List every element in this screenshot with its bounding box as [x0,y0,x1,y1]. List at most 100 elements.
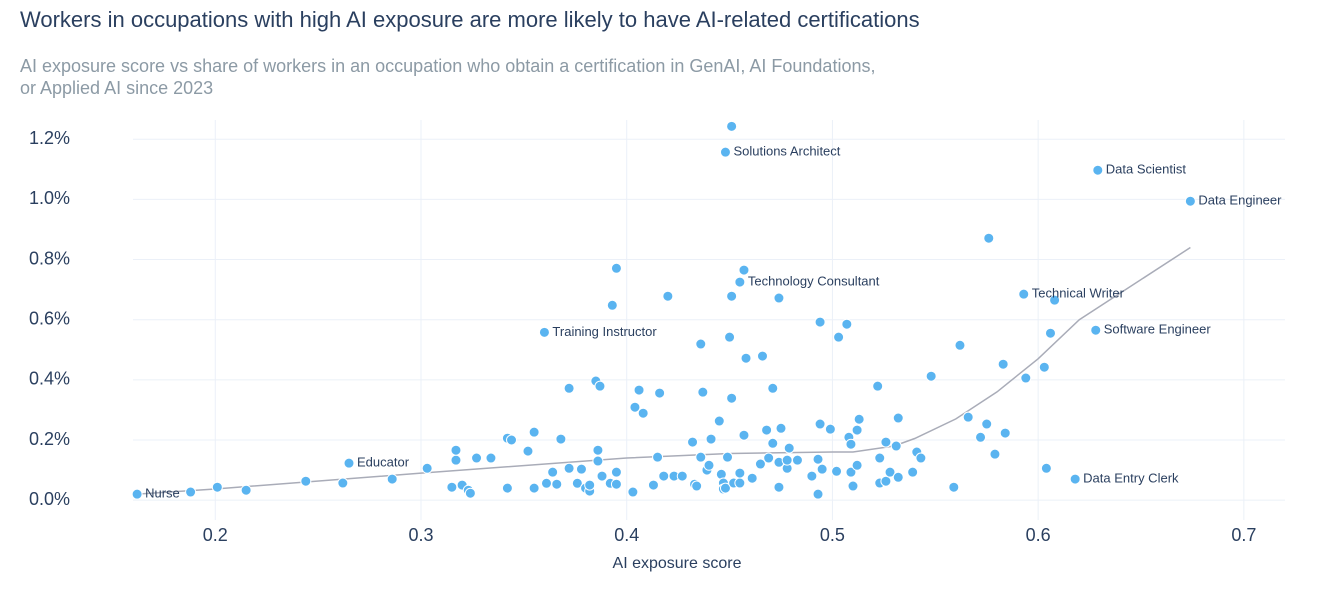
data-point [734,276,746,288]
data-point [713,415,725,427]
data-point [421,462,433,474]
data-point [185,486,197,498]
data-point [740,352,752,364]
data-point [756,350,768,362]
data-point [1018,288,1030,300]
x-axis-title: AI exposure score [613,555,742,572]
y-tick-label: 0.0% [29,489,70,509]
y-tick-label: 1.0% [29,188,70,208]
data-point [775,422,787,434]
point-label: Training Instructor [552,324,657,339]
data-point [845,438,857,450]
data-point [1044,327,1056,339]
data-point [658,470,670,482]
data-point [592,455,604,467]
data-point [540,477,552,489]
data-point [746,472,758,484]
data-point [719,482,731,494]
data-point [954,339,966,351]
data-point [989,448,1001,460]
data-point [555,433,567,445]
data-point [337,477,349,489]
data-point [575,463,587,475]
data-point [880,475,892,487]
data-point [522,445,534,457]
y-tick-label: 0.2% [29,429,70,449]
data-point [471,452,483,464]
data-point [637,407,649,419]
data-point [596,470,608,482]
x-tick-label: 0.4 [614,525,639,545]
data-point [211,481,223,493]
y-tick-label: 0.4% [29,369,70,389]
data-point [845,466,857,478]
data-point [594,380,606,392]
data-point [983,232,995,244]
data-point [240,484,252,496]
data-point [1020,372,1032,384]
data-point [703,459,715,471]
data-point [610,478,622,490]
point-label: Data Engineer [1198,193,1282,208]
data-point [915,452,927,464]
trend-line [137,246,1191,495]
data-point [761,424,773,436]
data-point [627,486,639,498]
data-point [767,382,779,394]
data-point [892,471,904,483]
data-point [386,473,398,485]
data-point [874,452,886,464]
data-point [851,459,863,471]
data-point [833,331,845,343]
chart-subtitle: AI exposure score vs share of workers in… [20,56,875,76]
data-point [343,457,355,469]
data-point [446,481,458,493]
data-point [763,452,775,464]
data-point [726,120,738,132]
data-point [464,487,476,499]
point-label: Data Scientist [1106,162,1187,177]
data-point [981,418,993,430]
point-label: Data Entry Clerk [1083,471,1179,486]
data-point [131,488,143,500]
data-point [592,444,604,456]
data-point [584,479,596,491]
data-point [816,463,828,475]
data-point [695,451,707,463]
data-point [738,264,750,276]
x-tick-label: 0.6 [1026,525,1051,545]
point-label: Solutions Architect [733,144,840,159]
data-point [528,482,540,494]
data-point [962,411,974,423]
data-point [880,436,892,448]
data-point [773,292,785,304]
data-point [767,437,779,449]
data-point [1049,294,1061,306]
data-point [1069,473,1081,485]
data-point [841,318,853,330]
data-point [633,384,645,396]
data-point [812,488,824,500]
data-point [719,146,731,158]
data-point [654,387,666,399]
data-point [450,444,462,456]
data-point [726,290,738,302]
chart-subtitle: or Applied AI since 2023 [20,78,213,98]
data-point [814,418,826,430]
data-point [662,290,674,302]
data-point [563,462,575,474]
data-point [551,478,563,490]
data-point [738,429,750,441]
data-point [773,481,785,493]
data-point [610,262,622,274]
data-point [890,440,902,452]
data-point [812,453,824,465]
data-point [734,467,746,479]
data-point [563,382,575,394]
data-point [629,401,641,413]
data-point [892,412,904,424]
data-point [1038,361,1050,373]
data-point [606,299,618,311]
x-tick-label: 0.3 [408,525,433,545]
